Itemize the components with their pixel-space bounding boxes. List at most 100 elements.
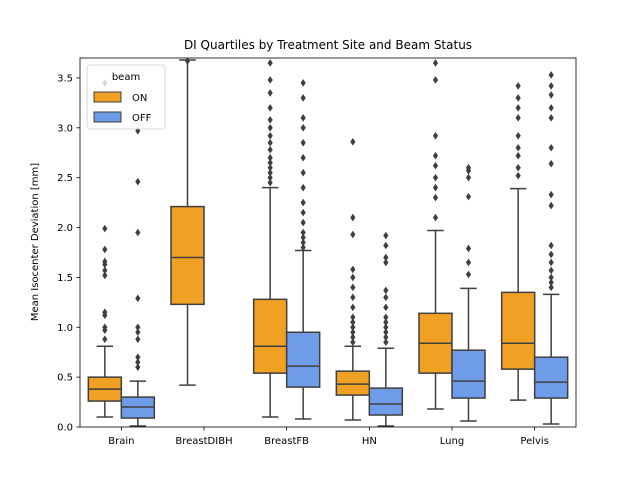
outlier-lung-off-2: [465, 244, 472, 253]
outlier-hn-off-4: [383, 318, 389, 327]
outlier-brain-on-9: [102, 245, 108, 254]
outlier-brain-off-3: [135, 335, 141, 344]
outlier-pelvis-on-1: [515, 163, 521, 172]
box-breastfb-off: [285, 331, 321, 388]
outlier-breastfb-off-8: [300, 168, 306, 177]
outlier-brain-off-4: [135, 328, 141, 337]
outlier-pelvis-off-0: [548, 283, 554, 292]
outlier-breastfb-off-5: [300, 208, 306, 217]
outlier-breastfb-on-7: [267, 138, 273, 147]
y-tick-label-4: 2.0: [57, 223, 73, 234]
outlier-pelvis-off-14: [548, 82, 554, 90]
outlier-breastfb-on-2: [267, 168, 273, 177]
outlier-hn-on-6: [350, 303, 356, 312]
outlier-brain-off-5: [135, 323, 141, 332]
outlier-breastfb-off-10: [300, 138, 306, 147]
outlier-breastfb-on-13: [267, 76, 273, 84]
outlier-hn-off-8: [383, 286, 389, 295]
outlier-pelvis-on-6: [515, 104, 521, 112]
legend-title: beam: [112, 72, 140, 83]
box-breastdibh-on: [170, 205, 205, 306]
outlier-hn-off-6: [383, 303, 389, 312]
y-tick-label-5: 2.5: [57, 173, 73, 184]
outlier-lung-on-8: [432, 59, 439, 67]
outlier-brain-on-0: [102, 335, 108, 344]
outlier-breastfb-on-8: [267, 131, 273, 140]
outlier-pelvis-on-5: [515, 114, 521, 122]
outlier-pelvis-on-7: [515, 94, 521, 102]
outlier-pelvis-on-4: [515, 131, 521, 140]
outlier-hn-off-0: [383, 338, 389, 347]
outlier-breastfb-on-1: [267, 173, 273, 182]
outlier-breastfb-off-2: [300, 233, 306, 242]
chart-title: DI Quartiles by Treatment Site and Beam …: [184, 38, 472, 52]
outlier-brain-off-2: [135, 353, 141, 361]
outlier-hn-off-10: [383, 253, 389, 262]
series-off: [120, 71, 569, 427]
y-tick-label-1: 0.5: [57, 373, 73, 384]
outlier-brain-off-1: [135, 358, 141, 366]
outlier-pelvis-off-10: [548, 143, 554, 152]
legend-label-on: ON: [132, 93, 147, 104]
outlier-breastfb-off-12: [300, 114, 306, 122]
outlier-brain-off-6: [135, 294, 141, 303]
outlier-breastfb-on-0: [267, 178, 273, 187]
outlier-pelvis-off-4: [548, 258, 554, 267]
y-tick-label-2: 1.0: [57, 323, 73, 334]
x-tick-label-lung: Lung: [440, 436, 464, 447]
outlier-lung-off-1: [465, 258, 472, 267]
outlier-lung-on-2: [432, 183, 439, 192]
outlier-pelvis-on-2: [515, 151, 521, 160]
outlier-hn-on-0: [350, 338, 356, 347]
y-tick-label-6: 3.0: [57, 123, 73, 134]
outlier-breastfb-on-11: [267, 104, 273, 112]
outlier-breastfb-off-0: [300, 243, 306, 252]
outlier-brain-off-0: [135, 363, 141, 371]
outlier-lung-on-1: [432, 193, 439, 202]
outlier-pelvis-off-2: [548, 273, 554, 282]
legend-swatch-off: [93, 111, 122, 123]
outlier-hn-on-13: [350, 137, 356, 146]
outlier-brain-on-10: [102, 224, 108, 233]
outlier-hn-off-2: [383, 328, 389, 337]
outlier-breastfb-off-3: [300, 228, 306, 237]
y-tick-label-7: 3.5: [57, 73, 73, 84]
outlier-lung-off-6: [465, 163, 472, 172]
outlier-pelvis-off-7: [548, 201, 554, 210]
outlier-hn-on-12: [350, 213, 356, 222]
outlier-hn-on-2: [350, 328, 356, 337]
outlier-pelvis-off-5: [548, 250, 554, 259]
outlier-pelvis-on-0: [515, 171, 521, 180]
outlier-breastdibh-on-0: [184, 57, 191, 65]
outlier-hn-on-8: [350, 283, 356, 292]
outlier-lung-on-5: [432, 151, 439, 160]
outlier-brain-off-8: [135, 177, 141, 186]
outlier-pelvis-on-8: [515, 82, 521, 90]
outlier-pelvis-off-13: [548, 91, 554, 99]
box-hn-off: [368, 387, 404, 416]
outlier-breastfb-on-4: [267, 158, 273, 167]
outlier-breastfb-off-4: [300, 218, 306, 227]
outlier-pelvis-off-15: [548, 71, 554, 79]
outlier-pelvis-off-12: [548, 104, 554, 112]
outlier-hn-off-11: [383, 241, 389, 250]
outlier-breastfb-off-9: [300, 153, 306, 162]
outlier-lung-off-0: [465, 270, 472, 279]
box-pelvis-off: [533, 356, 569, 399]
outlier-hn-on-3: [350, 323, 356, 332]
outlier-hn-off-3: [383, 323, 389, 332]
outlier-lung-off-3: [465, 192, 472, 201]
outlier-lung-on-3: [432, 173, 439, 182]
plot-area: [87, 57, 569, 427]
outlier-pelvis-off-3: [548, 266, 554, 275]
outlier-hn-on-7: [350, 293, 356, 302]
outlier-lung-off-4: [465, 173, 472, 182]
outlier-pelvis-off-1: [548, 278, 554, 287]
outlier-breastfb-on-6: [267, 145, 273, 154]
outlier-breastfb-off-11: [300, 124, 306, 132]
x-tick-label-breastdibh: BreastDIBH: [175, 436, 232, 447]
outlier-breastfb-off-1: [300, 238, 306, 247]
outlier-pelvis-off-8: [548, 190, 554, 199]
box-lung-off: [451, 349, 486, 399]
